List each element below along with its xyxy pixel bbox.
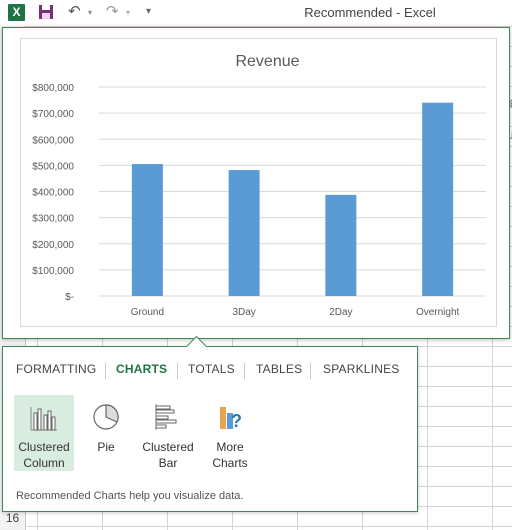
clustered-column-option[interactable]: Clustered Column [14,395,74,471]
redo-dropdown-icon[interactable]: ▾ [126,8,131,17]
tab-separator [177,363,178,379]
tab-formatting[interactable]: FORMATTING [16,362,97,376]
tab-charts[interactable]: CHARTS [116,362,168,376]
revenue-chart: Revenue $- $100,000 $200,000 $300,000 $400,00… [32,53,486,318]
y-tick-label: $800,000 [32,83,74,94]
tab-separator [310,363,311,379]
bar-2day [325,194,357,296]
y-tick-label: $400,000 [32,188,74,199]
x-category-label: Ground [131,307,164,318]
save-icon[interactable] [38,4,54,20]
clustered-column-chart-icon [28,401,60,433]
option-label: Pie [97,440,115,454]
chart-options: Clustered Column Pie [3,395,417,475]
row-number[interactable]: 16 [5,511,20,525]
clustered-bar-option[interactable]: Clustered Bar [138,395,198,471]
x-category-label: 3Day [232,307,255,318]
title-bar: X ↶ ▾ ↷ ▾ ▾ Recommended - Excel [0,0,512,27]
bar-ground [131,164,163,296]
y-tick-label: $300,000 [32,214,74,225]
undo-icon[interactable]: ↶ [68,3,81,20]
more-charts-option[interactable]: ? More Charts [200,395,260,471]
customize-qat-icon[interactable]: ▾ [146,6,152,17]
tab-separator [244,363,245,379]
pie-chart-icon [90,401,122,433]
more-charts-icon: ? [214,401,246,433]
chart-area: Revenue $- $100,000 $200,000 $300,000 $400,00… [20,38,497,327]
pie-option[interactable]: Pie [76,395,136,471]
x-category-label: Overnight [416,307,460,318]
window-title: Recommended - Excel [304,5,436,20]
quick-analysis-panel: FORMATTING CHARTS TOTALS TABLES SPARKLIN… [2,335,418,512]
chart-title: Revenue [235,53,299,70]
clustered-bar-chart-icon [152,401,184,433]
y-tick-label: $- [65,292,74,303]
y-tick-label: $500,000 [32,161,74,172]
option-label: Clustered Column [18,440,70,470]
undo-dropdown-icon[interactable]: ▾ [88,8,93,17]
bar-3day [228,170,260,296]
tab-sparklines[interactable]: SPARKLINES [323,362,400,376]
tab-separator [105,363,106,379]
panel-footer-text: Recommended Charts help you visualize da… [16,490,244,502]
chart-preview-popup: Revenue $- $100,000 $200,000 $300,000 $400,00… [2,27,510,339]
y-tick-label: $200,000 [32,240,74,251]
x-category-label: 2Day [329,307,352,318]
y-tick-label: $100,000 [32,266,74,277]
option-label: Clustered Bar [142,440,194,470]
tab-tables[interactable]: TABLES [256,362,303,376]
quick-analysis-tabs: FORMATTING CHARTS TOTALS TABLES SPARKLIN… [3,362,417,382]
y-tick-label: $600,000 [32,135,74,146]
svg-text:?: ? [231,411,242,431]
excel-app-icon[interactable]: X [8,4,25,21]
option-label: More Charts [212,440,248,470]
redo-icon[interactable]: ↷ [106,3,119,20]
y-tick-label: $700,000 [32,109,74,120]
tab-totals[interactable]: TOTALS [188,362,235,376]
bar-overnight [422,102,454,296]
